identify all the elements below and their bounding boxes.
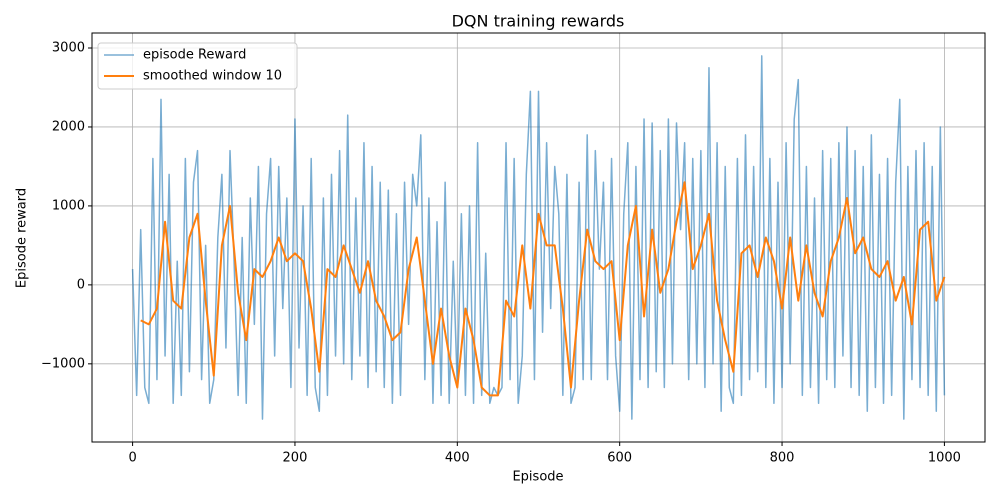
y-tick-label: −1000 xyxy=(41,356,85,371)
x-tick-label: 1000 xyxy=(928,451,961,466)
y-axis-label: Episode reward xyxy=(15,188,30,288)
chart-title: DQN training rewards xyxy=(452,12,625,31)
plot-frame xyxy=(91,32,986,443)
x-tick-label: 800 xyxy=(770,451,795,466)
y-tick-label: 0 xyxy=(77,277,85,292)
x-tick-label: 600 xyxy=(607,451,632,466)
data-line xyxy=(131,55,946,420)
x-tick-label: 400 xyxy=(445,451,470,466)
legend-label: smoothed window 10 xyxy=(143,69,282,84)
data-line xyxy=(140,181,946,397)
x-tick-label: 200 xyxy=(283,451,308,466)
x-axis-label: Episode xyxy=(512,470,563,485)
y-tick-label: 1000 xyxy=(52,198,85,213)
legend-box xyxy=(97,42,298,90)
y-tick-label: 3000 xyxy=(52,41,85,56)
y-tick-label: 2000 xyxy=(52,119,85,134)
x-tick-label: 0 xyxy=(128,451,136,466)
legend-label: episode Reward xyxy=(143,48,246,63)
